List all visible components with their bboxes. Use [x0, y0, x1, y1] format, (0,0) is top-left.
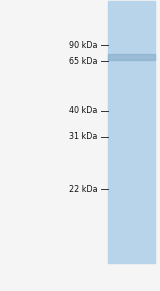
Text: 65 kDa: 65 kDa — [69, 57, 98, 65]
Text: 31 kDa: 31 kDa — [69, 132, 98, 141]
Bar — [108, 1, 155, 263]
Bar — [108, 54, 155, 60]
Text: 22 kDa: 22 kDa — [69, 185, 98, 194]
Text: 90 kDa: 90 kDa — [69, 41, 98, 49]
Text: 40 kDa: 40 kDa — [69, 106, 98, 115]
